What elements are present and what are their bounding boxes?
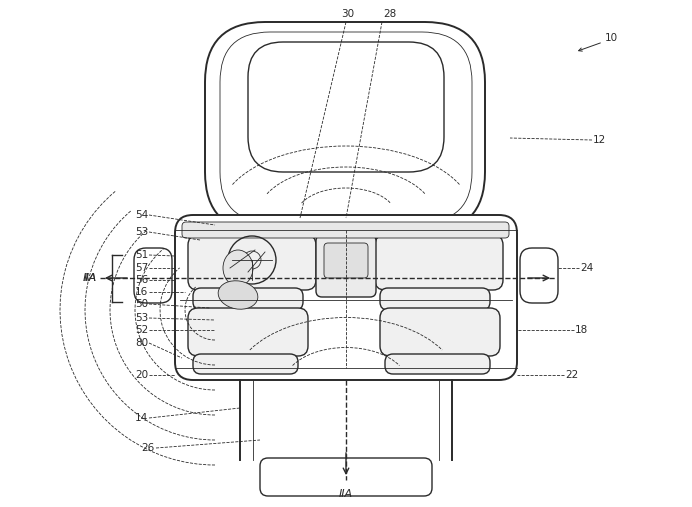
Text: 10: 10 bbox=[605, 33, 618, 43]
Text: 22: 22 bbox=[565, 370, 579, 380]
Text: 56: 56 bbox=[135, 275, 148, 285]
Text: 20: 20 bbox=[135, 370, 148, 380]
FancyBboxPatch shape bbox=[316, 235, 376, 297]
Text: 30: 30 bbox=[341, 9, 354, 19]
FancyBboxPatch shape bbox=[260, 458, 432, 496]
FancyBboxPatch shape bbox=[520, 248, 558, 303]
Text: 80: 80 bbox=[135, 338, 148, 348]
FancyBboxPatch shape bbox=[380, 308, 500, 356]
FancyBboxPatch shape bbox=[385, 354, 490, 374]
Text: IIA: IIA bbox=[339, 489, 353, 499]
Text: 53: 53 bbox=[135, 313, 148, 323]
Text: 51: 51 bbox=[135, 250, 148, 260]
FancyBboxPatch shape bbox=[188, 235, 316, 290]
FancyBboxPatch shape bbox=[205, 22, 485, 232]
FancyBboxPatch shape bbox=[193, 288, 303, 310]
FancyBboxPatch shape bbox=[182, 222, 509, 238]
FancyBboxPatch shape bbox=[380, 288, 490, 310]
Text: 12: 12 bbox=[593, 135, 606, 145]
Text: 50: 50 bbox=[135, 299, 148, 309]
Text: 26: 26 bbox=[142, 443, 155, 453]
Text: 28: 28 bbox=[383, 9, 397, 19]
FancyBboxPatch shape bbox=[193, 354, 298, 374]
FancyBboxPatch shape bbox=[134, 248, 172, 303]
Text: 57: 57 bbox=[135, 263, 148, 273]
FancyBboxPatch shape bbox=[175, 215, 517, 380]
Text: 53: 53 bbox=[135, 227, 148, 237]
Text: 24: 24 bbox=[580, 263, 593, 273]
Text: 54: 54 bbox=[135, 210, 148, 220]
Ellipse shape bbox=[218, 281, 258, 309]
FancyBboxPatch shape bbox=[188, 308, 308, 356]
FancyBboxPatch shape bbox=[324, 243, 368, 278]
Text: 14: 14 bbox=[135, 413, 148, 423]
Text: 18: 18 bbox=[575, 325, 588, 335]
Text: 16: 16 bbox=[135, 287, 148, 297]
Text: IIA: IIA bbox=[83, 273, 97, 283]
Text: 52: 52 bbox=[135, 325, 148, 335]
FancyBboxPatch shape bbox=[375, 235, 503, 290]
Ellipse shape bbox=[223, 250, 253, 286]
Text: IIA: IIA bbox=[84, 273, 97, 283]
